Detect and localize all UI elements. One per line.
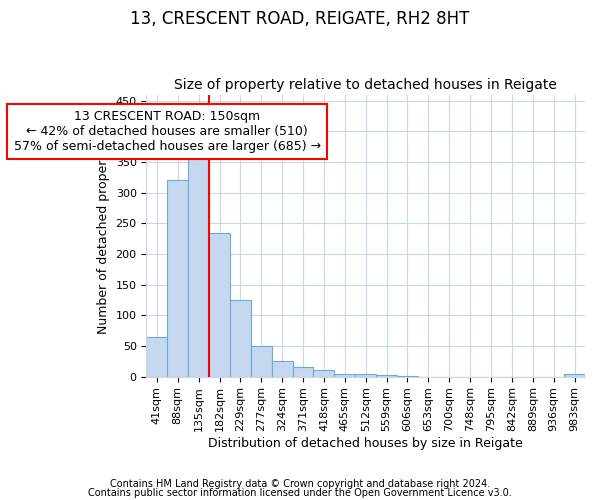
Bar	[146, 336, 167, 376]
Bar	[209, 232, 230, 376]
Bar	[334, 374, 355, 376]
Y-axis label: Number of detached properties: Number of detached properties	[97, 137, 110, 334]
X-axis label: Distribution of detached houses by size in Reigate: Distribution of detached houses by size …	[208, 437, 523, 450]
Text: Contains public sector information licensed under the Open Government Licence v3: Contains public sector information licen…	[88, 488, 512, 498]
Bar	[293, 368, 313, 376]
Text: 13 CRESCENT ROAD: 150sqm
← 42% of detached houses are smaller (510)
57% of semi-: 13 CRESCENT ROAD: 150sqm ← 42% of detach…	[14, 110, 321, 153]
Bar	[230, 300, 251, 376]
Bar	[564, 374, 585, 376]
Title: Size of property relative to detached houses in Reigate: Size of property relative to detached ho…	[174, 78, 557, 92]
Bar	[355, 374, 376, 376]
Bar	[167, 180, 188, 376]
Text: 13, CRESCENT ROAD, REIGATE, RH2 8HT: 13, CRESCENT ROAD, REIGATE, RH2 8HT	[130, 10, 470, 28]
Bar	[251, 346, 272, 376]
Text: Contains HM Land Registry data © Crown copyright and database right 2024.: Contains HM Land Registry data © Crown c…	[110, 479, 490, 489]
Bar	[188, 156, 209, 376]
Bar	[313, 370, 334, 376]
Bar	[272, 362, 293, 376]
